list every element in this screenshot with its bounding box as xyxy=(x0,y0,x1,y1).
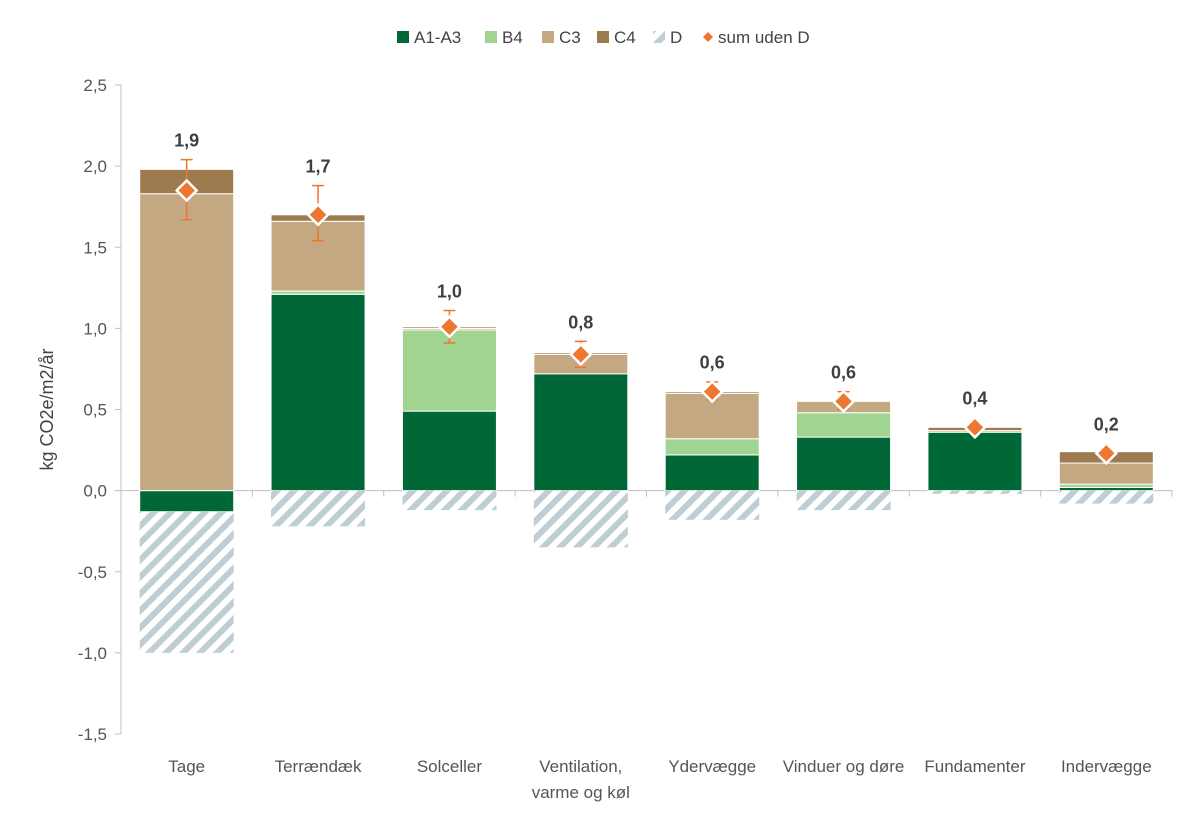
y-tick-label: -1,0 xyxy=(78,644,107,663)
category-label: Vinduer og døre xyxy=(783,757,905,776)
legend-swatch-c4 xyxy=(597,31,609,43)
sum-marker xyxy=(700,379,724,404)
sum-data-label: 0,2 xyxy=(1094,414,1119,434)
bar-segment-a1-a3 xyxy=(664,454,760,492)
legend-swatch-b4 xyxy=(485,31,497,43)
sum-data-label: 1,7 xyxy=(306,157,331,177)
y-tick-label: 1,0 xyxy=(83,319,107,338)
bars xyxy=(139,168,1154,653)
bar-segment-d xyxy=(796,490,891,511)
legend-label: C4 xyxy=(614,28,636,47)
category-label: varme og køl xyxy=(532,783,630,802)
y-tick-label: -1,5 xyxy=(78,725,107,744)
sum-marker xyxy=(831,389,856,414)
axes: 2,5 2,0 1,5 1,0 0,5 0,0 -0,5 -1,0 -1,5 kg CO2e/m2… xyxy=(37,76,1173,802)
bar-segment-c3 xyxy=(139,193,235,492)
category-label: Ventilation, xyxy=(539,757,622,776)
sum-data-label: 0,6 xyxy=(700,353,725,373)
sum-data-label: 0,6 xyxy=(831,362,856,382)
bar-segment-d xyxy=(927,490,1022,494)
bar-segment-d xyxy=(665,490,760,520)
bar-segment-c3 xyxy=(1058,462,1154,485)
bar-segment-a1-a3 xyxy=(796,436,892,492)
category-label: Ydervægge xyxy=(668,757,756,776)
category-label: Fundamenter xyxy=(924,757,1025,776)
bar-segment-d xyxy=(1059,490,1154,504)
y-axis-label: kg CO2e/m2/år xyxy=(37,348,57,470)
category-label: Solceller xyxy=(417,757,483,776)
sum-marker xyxy=(963,415,987,440)
legend-label: sum uden D xyxy=(718,28,810,47)
legend-swatch-d xyxy=(653,31,665,43)
sum-marker xyxy=(569,342,593,367)
category-label: Indervægge xyxy=(1061,757,1152,776)
bar-segment-a1-a3 xyxy=(270,293,366,492)
legend-label: B4 xyxy=(502,28,523,47)
y-tick-label: 2,0 xyxy=(83,157,107,176)
legend-label: D xyxy=(670,28,682,47)
sum-marker xyxy=(437,314,462,339)
bar-segment-b4 xyxy=(664,438,760,456)
legend-swatch-sum xyxy=(703,32,713,42)
bar-segment-a1-a3 xyxy=(533,373,629,492)
category-label: Tage xyxy=(168,757,205,776)
legend-swatch-c3 xyxy=(542,31,554,43)
sum-data-label: 0,4 xyxy=(962,388,987,408)
y-tick-label: 1,5 xyxy=(83,238,107,257)
sum-marker xyxy=(1094,441,1119,466)
y-tick-label: 0,5 xyxy=(83,401,107,420)
bar-segment-c3 xyxy=(270,220,366,292)
category-label: Terrændæk xyxy=(275,757,362,776)
y-tick-label: 2,5 xyxy=(83,76,107,95)
sum-markers: 1,9 1,7 1,0 0,8 0,6 0,6 0,4 0,2 xyxy=(174,131,1119,466)
bar-segment-d xyxy=(139,511,234,653)
sum-marker xyxy=(174,178,199,203)
y-tick-label: -0,5 xyxy=(78,563,107,582)
legend-label: C3 xyxy=(559,28,581,47)
bar-segment-d xyxy=(271,490,366,527)
sum-marker xyxy=(306,203,330,227)
legend-label: A1-A3 xyxy=(414,28,461,47)
sum-data-label: 0,8 xyxy=(568,312,593,332)
bar-segment-b4 xyxy=(796,412,892,438)
sum-data-label: 1,9 xyxy=(174,131,199,151)
sum-data-label: 1,0 xyxy=(437,282,462,302)
y-tick-label: 0,0 xyxy=(83,482,107,501)
bar-segment-d xyxy=(402,490,497,511)
legend-swatch-a1-a3 xyxy=(397,31,409,43)
bar-segment-a1-a3 xyxy=(139,490,235,513)
bar-segment-a1-a3 xyxy=(927,431,1023,492)
bar-segment-a1-a3 xyxy=(401,410,497,492)
bar-segment-d xyxy=(533,490,628,548)
